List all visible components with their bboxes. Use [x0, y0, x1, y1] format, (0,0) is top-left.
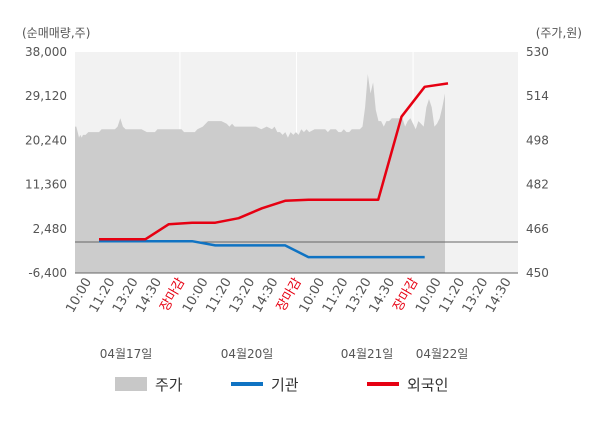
right-tick-label: 530 — [526, 45, 549, 59]
right-axis-ticks: 530 514 498 482 466 450 — [526, 45, 549, 280]
right-tick-label: 466 — [526, 222, 549, 236]
series-line-foreign — [99, 82, 449, 241]
right-tick-label: 482 — [526, 178, 549, 192]
left-axis-ticks: 38,000 29,120 20,240 11,360 2,480 -6,400 — [25, 45, 67, 280]
date-label: 04월20일 — [221, 347, 274, 361]
legend-swatch-price — [115, 377, 147, 391]
date-label: 04월21일 — [341, 347, 394, 361]
right-axis-unit: (주가,원) — [536, 26, 582, 40]
right-tick-label: 498 — [526, 133, 549, 147]
legend-swatch-line — [231, 382, 263, 386]
legend-label: 주가 — [155, 376, 183, 394]
left-tick-label: 29,120 — [25, 89, 67, 103]
left-tick-label: 2,480 — [33, 222, 67, 236]
x-axis-ticks: 10:0011:2013:2014:30장마감10:0011:2013:2014… — [63, 275, 514, 315]
date-label: 04월22일 — [416, 347, 469, 361]
left-tick-label: -6,400 — [28, 266, 67, 280]
series-line-institution — [99, 239, 425, 259]
date-label: 04월17일 — [100, 347, 153, 361]
legend-label: 외국인 — [407, 376, 448, 394]
price-area — [75, 74, 445, 273]
left-tick-label: 20,240 — [25, 133, 67, 147]
legend-label: 기관 — [271, 376, 299, 394]
right-tick-label: 514 — [526, 89, 549, 103]
left-axis-unit: (순매매량,주) — [22, 26, 90, 40]
left-tick-label: 11,360 — [25, 178, 67, 192]
legend: 주가 기관 외국인 — [115, 376, 448, 394]
right-tick-label: 450 — [526, 266, 549, 280]
left-tick-label: 38,000 — [25, 45, 67, 59]
legend-swatch-line — [367, 382, 399, 386]
date-labels: 04월17일 04월20일 04월21일 04월22일 — [100, 347, 469, 361]
